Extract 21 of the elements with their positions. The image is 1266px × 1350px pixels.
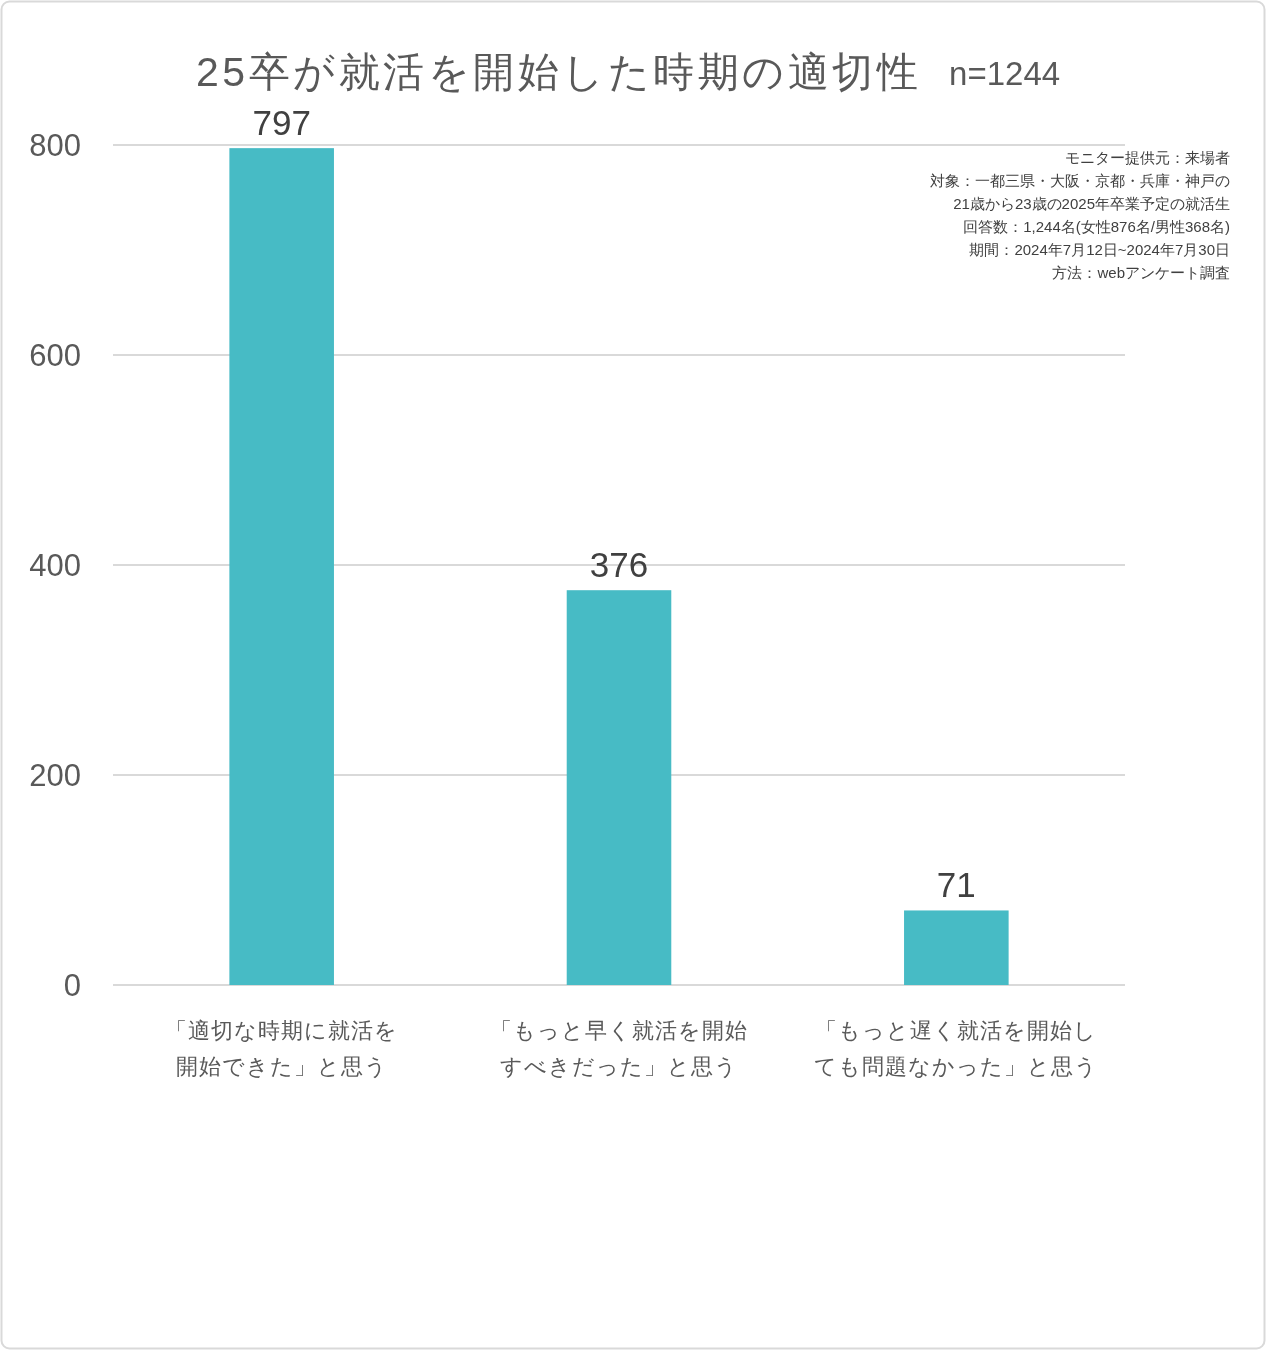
y-tick-label: 0 — [63, 968, 81, 1003]
annotation: 方法：webアンケート調査 — [1052, 264, 1230, 281]
annotation: 期間：2024年7月12日~2024年7月30日 — [969, 241, 1230, 258]
x-tick-label: 「適切な時期に就活を開始できた」と思う — [165, 1018, 399, 1079]
chart-subtitle: n=1244 — [949, 55, 1061, 92]
bar — [904, 910, 1009, 985]
chart-title: 25卒が就活を開始した時期の適切性 — [196, 49, 922, 95]
y-tick-label: 400 — [29, 548, 81, 583]
x-tick-label: 「もっと早く就活を開始すべきだった」と思う — [490, 1018, 748, 1079]
annotation: モニター提供元：来場者 — [1065, 149, 1230, 166]
x-tick-label: 「もっと遅く就活を開始しても問題なかった」と思う — [814, 1018, 1099, 1079]
bar — [229, 148, 334, 985]
annotation: 回答数：1,244名(女性876名/男性368名) — [963, 218, 1230, 235]
data-label: 376 — [589, 545, 649, 585]
y-tick-label: 200 — [29, 758, 81, 793]
bar — [566, 590, 672, 985]
annotation: 対象：一都三県・大阪・京都・兵庫・神戸の 21歳から23歳の2025年卒業予定の就活生 — [930, 172, 1230, 212]
data-label: 797 — [252, 103, 311, 143]
y-tick-label: 800 — [29, 128, 81, 163]
y-tick-label: 600 — [29, 338, 81, 373]
data-label: 71 — [936, 865, 976, 905]
